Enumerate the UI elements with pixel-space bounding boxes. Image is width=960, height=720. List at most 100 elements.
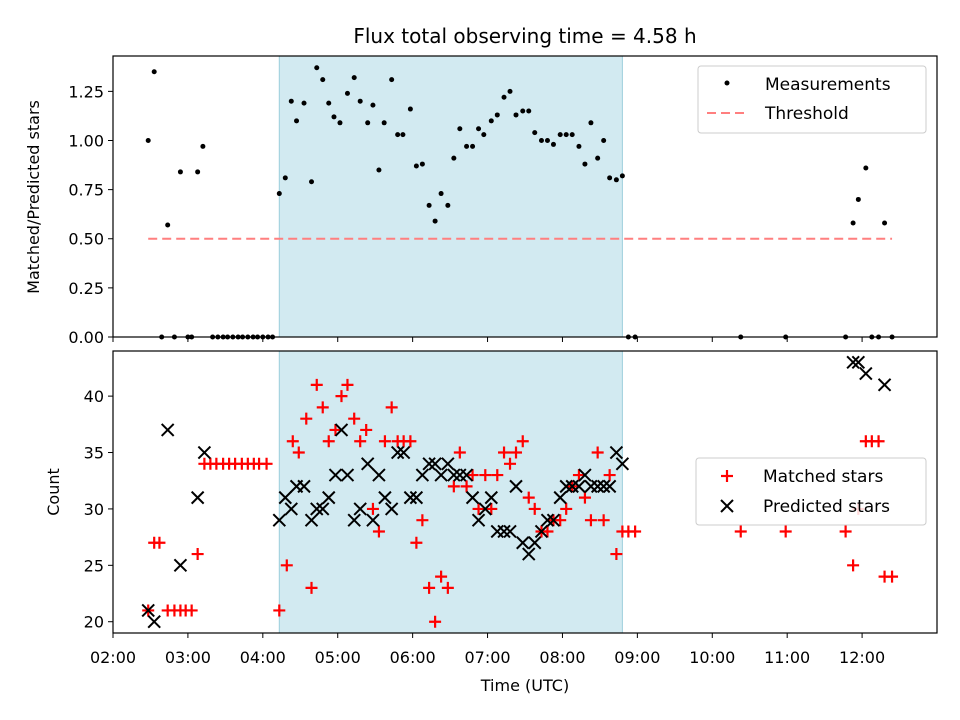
predicted-star-point <box>516 536 530 550</box>
top-plot-frame <box>112 55 938 338</box>
measurement-point <box>326 100 332 106</box>
measurement-point <box>407 106 413 112</box>
matched-star-point <box>453 446 466 459</box>
matched-star-point <box>460 480 473 493</box>
predicted-star-points <box>141 355 892 629</box>
predicted-star-point <box>347 513 361 527</box>
x-axis: 02:00 03:00 04:00 05:00 06:00 07:00 08:00 09:00… <box>90 633 885 667</box>
bottom-y-tick-label: 25 <box>84 556 104 575</box>
measurement-point <box>863 165 869 171</box>
matched-star-point <box>472 502 485 515</box>
predicted-star-point <box>366 513 380 527</box>
measurement-point <box>582 161 588 167</box>
predicted-star-point <box>596 479 611 494</box>
measurement-point <box>309 179 315 185</box>
predicted-star-point <box>572 479 586 494</box>
measurement-point <box>357 98 363 104</box>
matched-star-point <box>300 412 313 425</box>
predicted-star-point <box>428 457 442 471</box>
top-y-tick-label: 0.75 <box>68 181 104 200</box>
x-tick-label: 11:00 <box>764 648 810 667</box>
predicted-star-point <box>578 468 592 482</box>
matched-star-point <box>185 604 198 617</box>
measurement-point <box>438 191 444 197</box>
x-tick-label: 09:00 <box>614 648 660 667</box>
measurement-point <box>557 132 563 138</box>
predicted-star-point <box>409 490 424 505</box>
x-tick-label: 04:00 <box>240 648 286 667</box>
bottom-panel: 20 25 30 35 40 02:00 03:00 04:00 05:00 06:00 07:0… <box>44 350 938 695</box>
measurement-point <box>344 90 350 96</box>
x-tick-label: 10:00 <box>689 648 735 667</box>
matched-star-point <box>847 559 860 572</box>
top-legend-box <box>697 65 927 134</box>
matched-star-point <box>404 435 417 448</box>
matched-star-point <box>292 446 305 459</box>
measurement-point <box>494 112 500 118</box>
x-tick-label: 06:00 <box>390 648 436 667</box>
bottom-y-tick-label: 40 <box>84 387 104 406</box>
x-tick-label: 12:00 <box>839 648 885 667</box>
matched-star-point <box>378 435 391 448</box>
predicted-star-point <box>297 479 311 494</box>
bottom-y-tick-label: 20 <box>84 613 104 632</box>
predicted-star-point <box>851 355 866 369</box>
matched-star-point <box>429 615 442 628</box>
matched-star-point <box>416 514 429 527</box>
measurement-point <box>145 137 151 143</box>
matched-star-point <box>329 423 342 436</box>
x-tick-label: 03:00 <box>165 648 211 667</box>
predicted-star-point <box>546 513 561 527</box>
x-tick-label: 05:00 <box>315 648 361 667</box>
measurement-point <box>601 137 607 143</box>
matched-star-point <box>560 502 573 515</box>
predicted-star-point <box>497 524 511 539</box>
predicted-star-point <box>602 479 617 494</box>
measurement-point <box>426 202 432 208</box>
predicted-star-point <box>615 457 630 471</box>
top-y-tick-label: 0.25 <box>68 279 104 298</box>
matched-star-point <box>153 536 166 549</box>
matched-star-point <box>498 446 511 459</box>
measurement-point <box>613 177 619 183</box>
matched-star-point <box>348 412 361 425</box>
measurement-point <box>370 102 376 108</box>
bottom-legend-box <box>695 457 927 526</box>
measurement-point <box>337 120 343 126</box>
predicted-star-point <box>859 366 873 381</box>
matched-star-points <box>142 378 899 628</box>
predicted-star-point <box>147 615 161 629</box>
predicted-star-point <box>160 423 175 437</box>
measurement-point <box>526 108 532 114</box>
matched-star-point <box>629 525 642 538</box>
matched-star-point <box>385 401 398 414</box>
measurement-point <box>376 167 382 173</box>
predicted-star-point <box>390 445 405 460</box>
matched-star-point <box>504 457 517 470</box>
predicted-star-point <box>272 513 287 527</box>
matched-star-point <box>572 469 585 482</box>
matched-star-point <box>372 525 385 538</box>
matched-star-point <box>366 502 379 515</box>
predicted-star-point <box>877 378 892 392</box>
measurement-point <box>351 75 357 81</box>
predicted-star-point <box>590 479 605 494</box>
measurement-point <box>294 118 300 124</box>
predicted-star-point <box>316 502 330 516</box>
matched-star-point <box>591 446 604 459</box>
measurement-point <box>331 114 337 120</box>
legend-measurements-label: Measurements <box>765 75 891 95</box>
measurement-point <box>276 191 282 197</box>
legend-matched-marker <box>721 470 733 482</box>
predicted-star-point <box>415 468 430 482</box>
predicted-star-point <box>322 490 336 505</box>
matched-star-point <box>354 435 367 448</box>
measurement-point <box>389 77 395 83</box>
measurement-point <box>520 108 526 114</box>
measurement-point <box>177 169 183 175</box>
predicted-star-point <box>422 457 436 471</box>
matched-star-point <box>273 604 286 617</box>
measurement-point <box>619 173 625 179</box>
measurement-point <box>451 155 457 161</box>
